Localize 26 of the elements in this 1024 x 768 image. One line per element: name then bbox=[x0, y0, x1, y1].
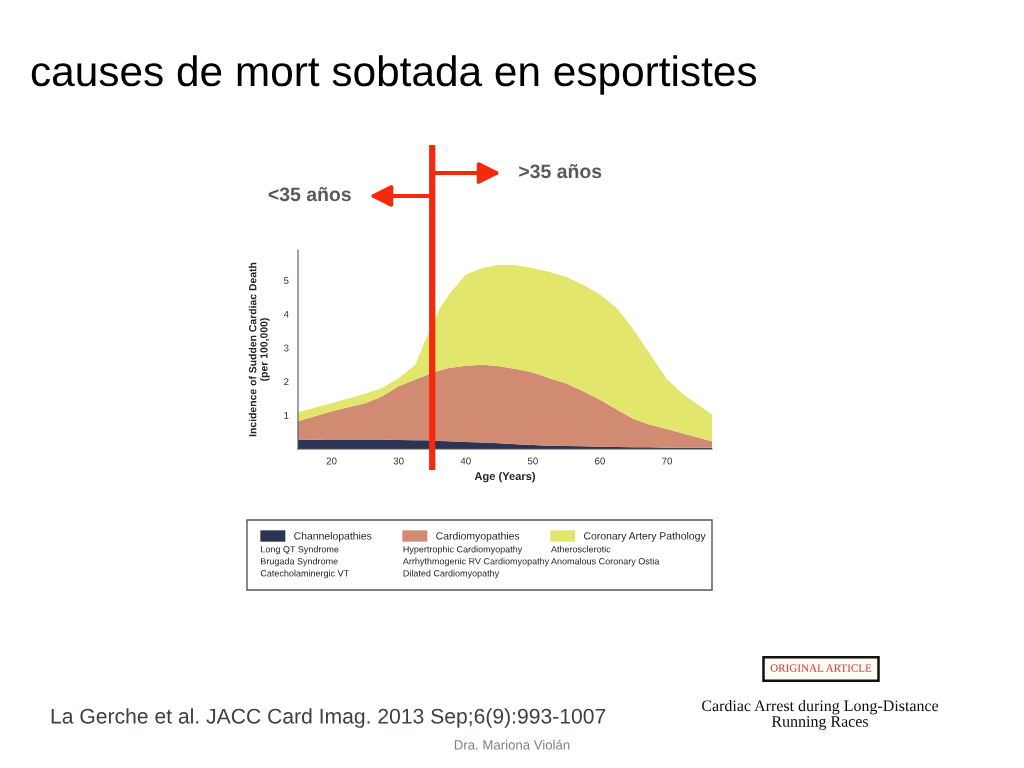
text: Hypertrophic Cardiomyopathy Arrhythmogenic RV Cardiomyopathy Dilated Cardiomyopathy bbox=[402, 545, 550, 579]
x-axis-title: Age (Years) bbox=[474, 471, 536, 483]
y-axis-title: Incidence of Sudden Cardiac Death (per 100,000) bbox=[248, 262, 270, 437]
legend-label: Channelopathies bbox=[294, 531, 372, 542]
text: Long QT Syndrome Brugada Syndrome Catecholaminergic VT bbox=[260, 545, 349, 579]
y-tick-label: 2 bbox=[284, 378, 289, 386]
text: ORIGINAL ARTICLE bbox=[770, 664, 872, 672]
text: Dra. Mariona Violán bbox=[454, 739, 570, 750]
y-tick-label: 4 bbox=[283, 310, 289, 318]
x-tick-label: 60 bbox=[595, 457, 605, 465]
text: Atherosclerotic Anomalous Coronary Ostia bbox=[550, 545, 660, 567]
legend-label: Cardiomyopathies bbox=[436, 531, 520, 542]
text: >35 años bbox=[519, 164, 602, 179]
x-tick-label: 40 bbox=[460, 457, 471, 465]
text: <35 años bbox=[268, 187, 351, 202]
x-tick-label: 50 bbox=[527, 457, 538, 465]
x-tick-label: 30 bbox=[393, 457, 404, 465]
y-tick-label: 1 bbox=[284, 412, 289, 419]
x-tick-label: 70 bbox=[662, 457, 673, 465]
text: La Gerche et al. JACC Card Imag. 2013 Sep;6(9):993-1007 bbox=[51, 708, 606, 728]
y-tick-label: 5 bbox=[283, 277, 289, 284]
text: Cardiac Arrest during Long-Distance Running Races bbox=[702, 699, 939, 731]
chart-title: causes de mort sobtada en esportistes bbox=[31, 55, 757, 95]
x-tick-label: 20 bbox=[326, 457, 337, 465]
y-tick-label: 3 bbox=[283, 344, 289, 352]
legend-label: Coronary Artery Pathology bbox=[584, 531, 706, 542]
